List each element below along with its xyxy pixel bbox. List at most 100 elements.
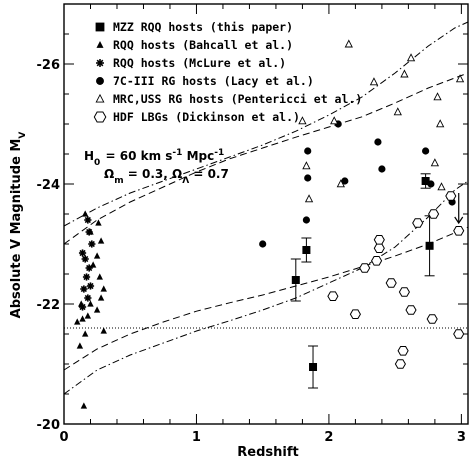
legend-label: RQQ hosts (Bahcall et al.)	[113, 38, 293, 52]
x-tick-label: 2	[324, 430, 333, 445]
point-open-triangle-10	[406, 53, 416, 62]
point-asterisk-3	[80, 285, 88, 293]
point-asterisk-2	[84, 294, 92, 302]
x-axis-title: Redshift	[237, 445, 298, 460]
point-filled-circle-10	[427, 180, 435, 188]
legend-label: RQQ hosts (McLure et al.)	[113, 56, 286, 70]
legend-marker-filled-square	[95, 22, 105, 32]
model-track-2	[63, 21, 469, 227]
point-filled-triangle-14	[93, 252, 101, 259]
legend-label: MRC,USS RG hosts (Pentericci et al.)	[113, 92, 362, 106]
point-filled-square-3	[309, 363, 318, 371]
point-open-triangle-5	[336, 179, 345, 188]
point-open-hexagon-1	[327, 291, 339, 301]
legend-label: 7C-III RG hosts (Lacy et al.)	[113, 74, 314, 88]
point-asterisk-11	[84, 216, 92, 224]
legend-marker-filled-triangle	[96, 41, 104, 48]
point-open-hexagon-6	[371, 256, 383, 266]
point-filled-triangle-15	[97, 237, 105, 244]
point-filled-triangle-6	[84, 312, 92, 319]
h0-annotation: H0 = 60 km s-1 Mpc-1	[84, 148, 224, 168]
point-open-triangle-14	[437, 182, 446, 191]
model-tracks	[63, 21, 469, 395]
point-filled-triangle-12	[96, 273, 103, 280]
point-filled-triangle-8	[87, 300, 94, 307]
point-open-hexagon-9	[397, 346, 409, 356]
y-axis-title: Absolute V Magnitude MV	[9, 132, 28, 319]
point-asterisk-7	[81, 255, 89, 263]
point-asterisk-1	[78, 303, 87, 311]
y-axis-title-main: Absolute V Magnitude M	[9, 139, 24, 319]
point-filled-triangle-10	[97, 294, 105, 301]
point-open-triangle-11	[433, 92, 442, 101]
point-open-hexagon-7	[385, 278, 397, 288]
point-asterisk-8	[78, 249, 87, 257]
point-open-triangle-8	[393, 107, 402, 116]
y-tick-label: -22	[37, 298, 61, 313]
point-open-hexagon-3	[359, 263, 371, 273]
legend: MZZ RQQ hosts (this paper) RQQ hosts (Bah…	[93, 20, 362, 124]
point-filled-square-2	[302, 246, 311, 254]
data-points	[74, 39, 465, 409]
point-open-triangle-9	[400, 69, 409, 78]
point-filled-triangle-2	[76, 342, 84, 349]
point-asterisk-9	[88, 240, 96, 248]
point-filled-circle-4	[304, 147, 312, 155]
point-open-triangle-7	[369, 77, 379, 86]
point-open-hexagon-10	[398, 287, 410, 297]
legend-marker-open-hexagon	[93, 111, 107, 123]
point-open-triangle-1	[298, 116, 307, 125]
legend-marker-open-triangle	[95, 93, 105, 103]
x-tick-label: 0	[59, 430, 68, 445]
point-filled-circle-6	[341, 177, 349, 185]
y-tick-label: -20	[37, 418, 61, 433]
point-filled-circle-2	[302, 216, 310, 224]
y-axis-title-sub: V	[18, 132, 28, 139]
point-open-hexagon-11	[405, 305, 417, 315]
point-open-triangle-4	[330, 116, 339, 125]
point-asterisk-10	[85, 228, 93, 236]
model-track-3	[63, 226, 469, 371]
legend-marker-filled-circle	[96, 77, 104, 85]
x-tick-label: 3	[457, 430, 466, 445]
point-filled-square-1	[291, 276, 300, 284]
point-asterisk-4	[86, 282, 95, 290]
point-open-triangle-13	[430, 158, 440, 167]
point-filled-circle-1	[259, 240, 267, 248]
point-filled-triangle-1	[80, 402, 88, 409]
point-open-hexagon-13	[426, 314, 438, 324]
legend-label: HDF LBGs (Dickinson et al.)	[113, 110, 300, 124]
point-filled-circle-3	[304, 174, 312, 182]
legend-marker-asterisk	[96, 59, 104, 67]
point-filled-square-4	[421, 177, 430, 185]
upper-limit-arrowhead	[454, 216, 464, 225]
point-open-triangle-12	[436, 119, 445, 128]
y-tick-label: -24	[37, 178, 61, 193]
omega-annotation: Ωm = 0.3, ΩΛ = 0.7	[104, 167, 229, 186]
model-track-1	[63, 72, 469, 245]
point-filled-triangle-5	[79, 315, 86, 322]
point-asterisk-5	[82, 273, 91, 281]
legend-label: MZZ RQQ hosts (this paper)	[113, 20, 293, 34]
point-open-triangle-2	[302, 161, 311, 170]
point-open-hexagon-8	[394, 359, 406, 369]
point-filled-triangle-17	[95, 219, 102, 226]
point-filled-circle-9	[422, 147, 430, 155]
point-open-hexagon-2	[349, 309, 361, 319]
point-open-triangle-3	[304, 194, 314, 203]
point-open-hexagon-15	[445, 191, 457, 201]
model-track-4	[63, 180, 469, 395]
point-open-hexagon-14	[428, 209, 440, 219]
point-open-hexagon-17	[453, 329, 465, 339]
point-filled-triangle-3	[81, 330, 89, 337]
point-filled-triangle-19	[100, 327, 107, 334]
x-tick-label: 1	[192, 430, 201, 445]
point-filled-circle-8	[378, 165, 386, 173]
point-filled-square-5	[425, 241, 434, 250]
point-filled-triangle-18	[81, 210, 89, 217]
point-asterisk-6	[85, 264, 93, 272]
point-filled-triangle-11	[100, 285, 107, 292]
axes: 0 1 2 3 -20 -22 -24 -26	[37, 3, 469, 445]
point-filled-circle-7	[374, 138, 382, 146]
